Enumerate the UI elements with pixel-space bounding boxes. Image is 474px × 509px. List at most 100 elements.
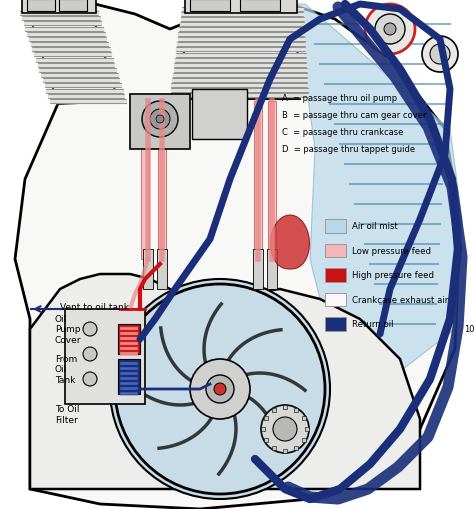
Bar xyxy=(120,387,138,390)
Bar xyxy=(65,309,145,404)
Polygon shape xyxy=(178,5,300,100)
Polygon shape xyxy=(34,53,111,58)
Bar xyxy=(264,416,268,420)
Circle shape xyxy=(156,116,164,124)
Polygon shape xyxy=(176,53,306,58)
Text: Crankcase exhaust air: Crankcase exhaust air xyxy=(352,295,448,304)
Polygon shape xyxy=(15,5,460,509)
Bar xyxy=(118,359,140,394)
Bar xyxy=(141,102,149,260)
Polygon shape xyxy=(29,38,106,42)
Polygon shape xyxy=(24,22,101,26)
Bar xyxy=(143,249,153,290)
Text: Air oil mist: Air oil mist xyxy=(352,222,398,231)
Polygon shape xyxy=(176,48,305,52)
Polygon shape xyxy=(43,79,119,83)
Polygon shape xyxy=(271,216,310,269)
Bar xyxy=(120,382,138,385)
Bar xyxy=(120,327,138,330)
Circle shape xyxy=(422,37,458,73)
Polygon shape xyxy=(36,59,113,63)
Circle shape xyxy=(206,375,234,403)
Bar xyxy=(120,352,138,355)
Circle shape xyxy=(190,359,250,419)
Text: C  = passage thru crankcase: C = passage thru crankcase xyxy=(282,128,403,137)
Polygon shape xyxy=(179,33,304,37)
Bar xyxy=(272,446,276,450)
Text: Return oil: Return oil xyxy=(352,320,393,329)
Text: From
Oil
Tank: From Oil Tank xyxy=(55,354,77,384)
Text: B  = passage thru cam gear cover: B = passage thru cam gear cover xyxy=(282,111,427,120)
Polygon shape xyxy=(170,94,308,98)
Bar xyxy=(325,318,346,331)
Text: A  = passage thru oil pump: A = passage thru oil pump xyxy=(282,94,397,103)
Bar xyxy=(294,446,298,450)
Text: Vent to oil tank: Vent to oil tank xyxy=(60,303,129,312)
Polygon shape xyxy=(25,27,103,32)
Polygon shape xyxy=(182,8,303,12)
Polygon shape xyxy=(37,64,114,68)
Polygon shape xyxy=(41,74,118,78)
Bar xyxy=(264,438,268,442)
Polygon shape xyxy=(28,7,118,105)
Bar xyxy=(253,249,263,290)
Bar xyxy=(302,416,306,420)
Bar xyxy=(267,249,277,290)
Circle shape xyxy=(150,110,170,130)
Circle shape xyxy=(110,279,330,499)
Bar xyxy=(120,377,138,380)
Bar xyxy=(283,405,287,409)
Polygon shape xyxy=(173,69,307,73)
Bar xyxy=(158,102,166,260)
Bar xyxy=(118,324,140,354)
Bar xyxy=(283,449,287,453)
Bar xyxy=(185,0,297,14)
Bar xyxy=(268,102,276,260)
Text: High pressure feed: High pressure feed xyxy=(352,271,434,280)
Polygon shape xyxy=(39,69,116,73)
Polygon shape xyxy=(171,89,308,93)
Bar xyxy=(325,220,346,233)
Bar xyxy=(240,0,280,12)
Polygon shape xyxy=(177,43,305,47)
Polygon shape xyxy=(50,100,126,104)
Bar xyxy=(130,95,190,150)
Bar xyxy=(120,367,138,370)
Bar xyxy=(254,102,262,260)
Text: Low pressure feed: Low pressure feed xyxy=(352,246,431,256)
Circle shape xyxy=(384,24,396,36)
Polygon shape xyxy=(174,64,306,68)
Bar xyxy=(120,392,138,395)
Circle shape xyxy=(261,405,309,453)
Circle shape xyxy=(83,372,97,386)
Bar xyxy=(120,347,138,350)
Bar xyxy=(325,244,346,258)
Bar xyxy=(157,249,167,290)
Polygon shape xyxy=(27,33,105,37)
Polygon shape xyxy=(172,79,307,82)
Bar xyxy=(120,362,138,365)
Bar xyxy=(59,0,87,12)
Bar xyxy=(192,90,247,140)
Bar xyxy=(120,332,138,335)
Polygon shape xyxy=(22,17,100,21)
Text: Oil
Pump
Cover: Oil Pump Cover xyxy=(55,315,82,344)
Polygon shape xyxy=(45,84,121,88)
Polygon shape xyxy=(179,28,304,32)
Circle shape xyxy=(83,322,97,336)
Polygon shape xyxy=(48,95,124,99)
Bar xyxy=(120,343,138,345)
Circle shape xyxy=(83,347,97,361)
Polygon shape xyxy=(181,18,303,22)
Bar xyxy=(302,438,306,442)
Polygon shape xyxy=(175,59,306,63)
Polygon shape xyxy=(295,5,462,379)
Bar xyxy=(120,337,138,341)
Polygon shape xyxy=(178,38,305,42)
Circle shape xyxy=(273,417,297,441)
Polygon shape xyxy=(31,43,108,47)
Text: D  = passage thru tappet guide: D = passage thru tappet guide xyxy=(282,145,415,154)
Bar xyxy=(325,269,346,282)
Text: To Oil
Filter: To Oil Filter xyxy=(55,405,80,424)
Bar xyxy=(261,427,265,431)
